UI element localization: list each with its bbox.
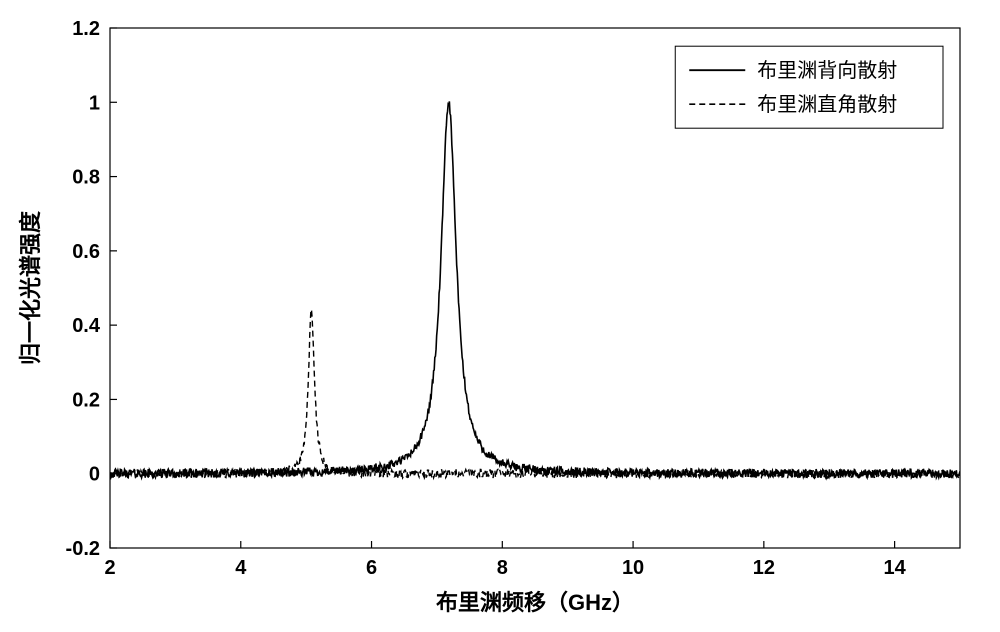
xtick-label: 12 [753, 557, 775, 579]
ytick-label: -0.2 [66, 538, 100, 560]
ytick-label: 0.2 [72, 389, 100, 411]
ytick-label: 1 [89, 92, 100, 114]
ytick-label: 0.4 [72, 315, 101, 337]
legend-label-back: 布里渊背向散射 [757, 59, 897, 82]
xtick-label: 8 [497, 557, 508, 579]
ytick-label: 1.2 [72, 18, 100, 40]
xtick-label: 10 [622, 557, 644, 579]
xtick-label: 4 [235, 557, 247, 579]
ytick-label: 0.8 [72, 167, 100, 189]
xtick-label: 2 [104, 557, 115, 579]
y-axis-label: 归一化光谱强度 [18, 210, 43, 365]
xtick-label: 6 [366, 557, 377, 579]
chart-container: 2 4 6 8 10 12 14 -0.2 0 0.2 0.4 0.6 0.8 1 1.2 布里渊频移（GHz… [0, 0, 1000, 632]
ytick-label: 0.6 [72, 241, 100, 263]
legend-label-right: 布里渊直角散射 [757, 93, 897, 116]
ytick-label: 0 [89, 464, 100, 486]
chart-svg: 2 4 6 8 10 12 14 -0.2 0 0.2 0.4 0.6 0.8 1 1.2 布里渊频移（GHz… [0, 0, 1000, 632]
x-axis-label: 布里渊频移（GHz） [436, 590, 634, 615]
xtick-label: 14 [883, 557, 906, 579]
